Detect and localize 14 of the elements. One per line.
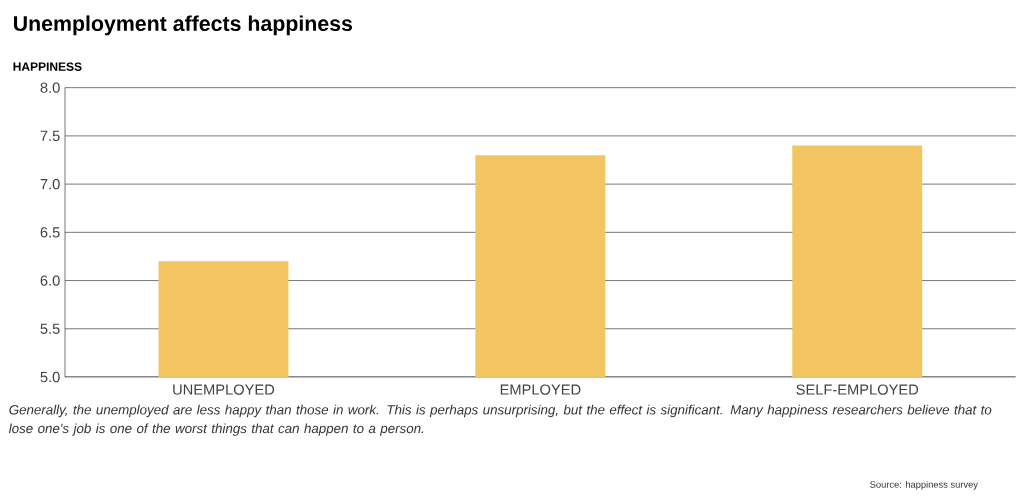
x-tick-label: SELF-EMPLOYED — [796, 384, 919, 395]
chart-title: Unemployment affects happiness — [13, 15, 353, 36]
x-tick-label: UNEMPLOYED — [173, 384, 275, 395]
source-note: Source: happiness survey — [870, 480, 978, 490]
y-tick-label: 6.0 — [40, 275, 60, 286]
y-tick-label: 5.5 — [40, 323, 60, 334]
y-tick-label: 6.5 — [40, 227, 60, 238]
text: Generally, the unemployed are less happy than those in work. This is perhaps unsurprising, but the effect is significant. Many happiness researchers believe that to lose one's job is one of the worst things that can happen to a person. — [8, 404, 992, 436]
y-tick-label: 8.0 — [40, 82, 60, 93]
x-tick-label: EMPLOYED — [500, 384, 581, 395]
y-tick-label: 7.0 — [40, 178, 60, 190]
y-tick-label: 7.5 — [40, 130, 60, 142]
y-tick-label: 5.0 — [40, 371, 60, 383]
y-axis-title: HAPPINESS — [13, 62, 82, 71]
